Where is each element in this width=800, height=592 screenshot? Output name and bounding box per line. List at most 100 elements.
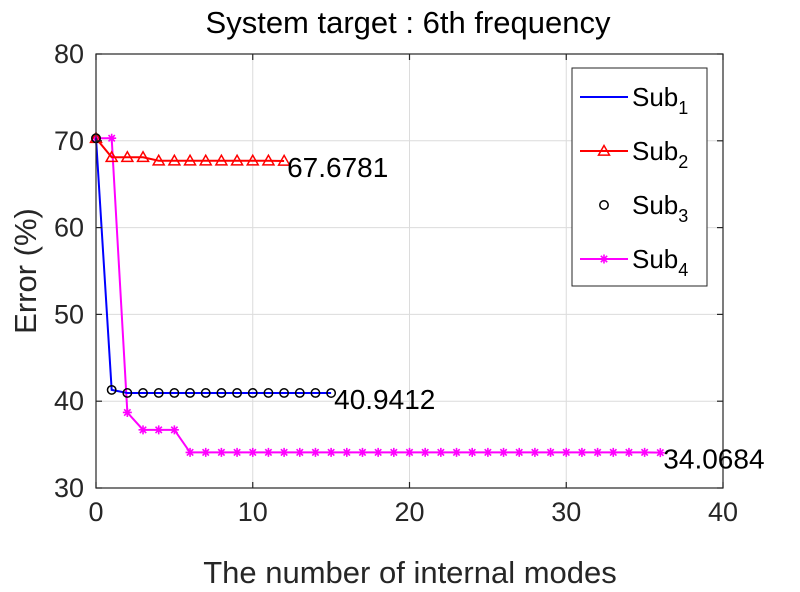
data-point [310, 447, 320, 457]
data-point [467, 447, 477, 457]
y-tick-label: 70 [54, 126, 84, 156]
legend-label-text: Sub [632, 244, 678, 274]
legend-marker [599, 200, 609, 210]
legend-label-text: Sub [632, 82, 678, 112]
y-tick-label: 60 [54, 213, 84, 243]
series-line [95, 138, 332, 395]
data-point [106, 384, 117, 395]
y-tick-label: 30 [54, 473, 84, 503]
data-point [295, 447, 305, 457]
data-point [310, 388, 321, 398]
data-point [263, 388, 274, 398]
data-point [436, 447, 446, 457]
legend-label: Sub4 [632, 244, 688, 280]
series-sub4 [91, 133, 665, 458]
data-point [230, 153, 244, 166]
y-tick-label: 80 [54, 39, 84, 69]
data-point [357, 447, 367, 457]
legend-label-subscript: 2 [678, 152, 688, 172]
y-tick-label: 50 [54, 299, 84, 329]
legend-label-subscript: 1 [678, 98, 688, 118]
x-tick-label: 10 [238, 497, 268, 527]
data-point [167, 153, 182, 166]
legend-item: Sub1 [580, 82, 688, 118]
data-point [655, 448, 665, 458]
data-point [153, 388, 164, 398]
data-point [261, 153, 276, 166]
data-point [183, 153, 197, 166]
x-tick-label: 30 [551, 497, 581, 527]
data-point [151, 153, 166, 166]
data-point [104, 150, 119, 163]
data-point [499, 447, 509, 457]
data-point [216, 447, 226, 457]
data-point [169, 388, 180, 398]
legend-item: Sub4 [580, 244, 688, 280]
tick-labels: 0 10 20 30 40 30 40 50 60 70 80 [54, 39, 738, 527]
data-point [326, 447, 336, 457]
data-point [277, 153, 291, 166]
series-group [89, 131, 665, 458]
annotation-label: 34.0684 [663, 444, 764, 475]
data-point [169, 425, 179, 435]
data-point [198, 153, 213, 166]
data-point [405, 447, 414, 457]
data-point [294, 388, 305, 398]
data-point [546, 447, 556, 457]
data-point [577, 447, 587, 457]
data-point [185, 388, 196, 398]
series-sub1 [95, 138, 332, 395]
data-point [136, 150, 150, 163]
data-point [624, 447, 634, 457]
legend-label: Sub3 [632, 190, 688, 226]
data-point [373, 447, 383, 457]
data-point [608, 447, 618, 457]
data-point [561, 447, 571, 457]
data-point [326, 388, 337, 398]
legend-marker [599, 254, 609, 264]
legend-label-text: Sub [632, 136, 678, 166]
x-axis-label: The number of internal modes [203, 555, 617, 590]
data-point [245, 153, 260, 166]
legend-box [571, 67, 708, 287]
data-point [214, 153, 229, 166]
legend-label-text: Sub [632, 190, 678, 220]
annotation-label: 40.9412 [334, 384, 435, 415]
data-point [483, 447, 493, 457]
data-point [120, 150, 135, 163]
data-point [154, 425, 164, 435]
data-point [452, 447, 462, 457]
y-tick-label: 40 [54, 386, 84, 416]
legend-label-subscript: 4 [678, 260, 688, 280]
x-tick-label: 0 [88, 497, 103, 527]
y-axis-label: Error (%) [8, 208, 43, 334]
data-point [279, 447, 289, 457]
data-point [201, 447, 211, 457]
data-point [247, 388, 258, 398]
data-point [248, 447, 258, 457]
data-point [107, 133, 117, 143]
chart-title: System target : 6th frequency [206, 5, 611, 40]
data-point [138, 425, 148, 435]
data-point [640, 447, 650, 457]
data-point [420, 447, 430, 457]
legend-label-subscript: 3 [678, 206, 688, 226]
data-point [389, 447, 399, 457]
data-point [200, 388, 211, 398]
x-tick-label: 40 [708, 497, 738, 527]
legend-label: Sub2 [632, 136, 688, 172]
series-sub3 [91, 133, 337, 398]
data-point [514, 447, 524, 457]
data-point [122, 407, 132, 417]
annotation-label: 67.6781 [287, 152, 388, 183]
data-point [232, 447, 242, 457]
data-point [138, 388, 148, 398]
legend-label: Sub1 [632, 82, 688, 118]
x-tick-label: 20 [394, 497, 424, 527]
data-point [185, 447, 195, 457]
data-point [216, 388, 227, 398]
data-point [342, 447, 352, 457]
data-point [232, 388, 243, 398]
